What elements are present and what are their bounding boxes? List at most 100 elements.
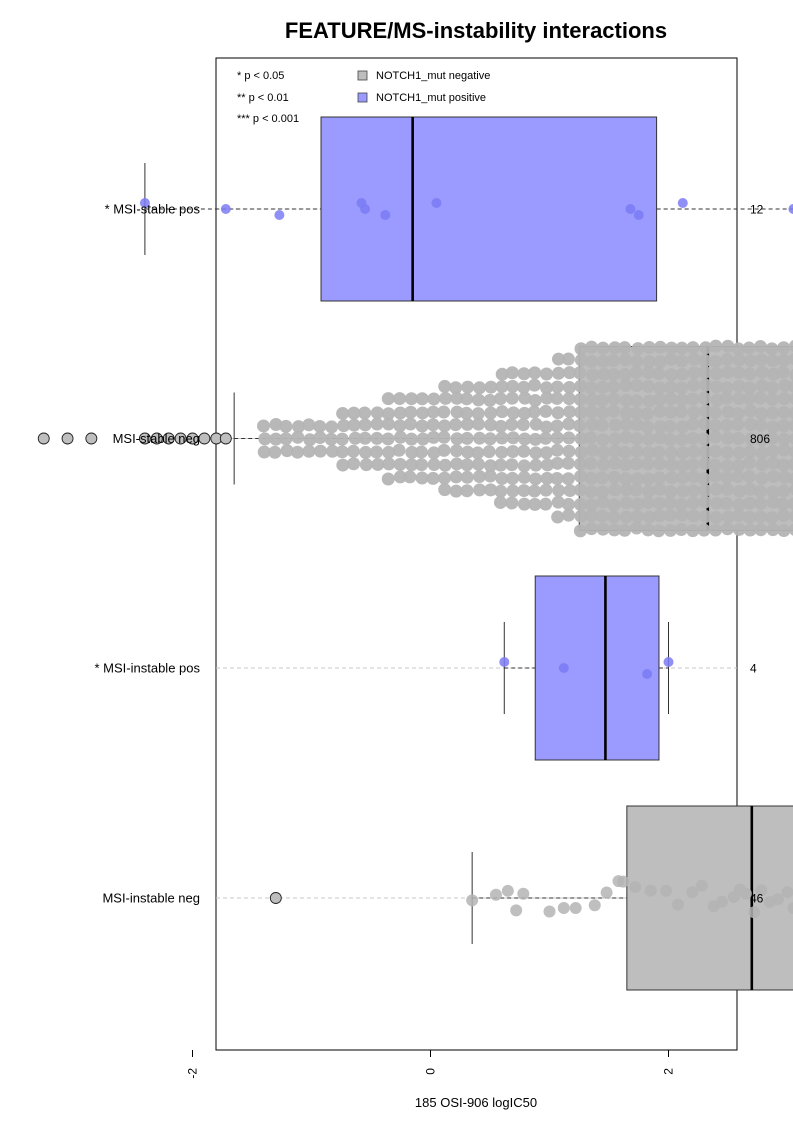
data-point	[427, 430, 441, 444]
box-2	[534, 575, 660, 761]
data-point	[393, 392, 407, 406]
chart-title: FEATURE/MS-instability interactions	[285, 18, 667, 43]
data-point	[517, 367, 531, 381]
data-point	[291, 445, 305, 459]
data-point	[686, 524, 700, 538]
data-point	[584, 431, 598, 445]
data-point-3-16	[686, 886, 699, 899]
data-point	[528, 497, 542, 511]
data-point	[720, 471, 734, 485]
data-point	[552, 352, 566, 366]
data-point	[608, 432, 622, 446]
data-point	[664, 352, 678, 366]
data-point	[777, 458, 791, 472]
data-point	[753, 484, 767, 498]
data-point	[698, 483, 712, 497]
data-point	[550, 419, 564, 433]
data-point	[393, 470, 407, 484]
data-point	[426, 405, 440, 419]
sample-count-2: 4	[750, 662, 757, 676]
data-point	[731, 418, 745, 432]
data-point	[269, 418, 283, 432]
data-point	[529, 458, 543, 472]
data-point	[563, 405, 577, 419]
data-point	[585, 522, 599, 536]
data-point	[494, 419, 508, 433]
data-point	[381, 472, 395, 486]
data-point	[347, 457, 361, 471]
data-point-0-6	[431, 198, 442, 208]
data-point	[393, 430, 407, 444]
data-point	[777, 443, 791, 457]
data-point	[618, 341, 632, 355]
data-point	[562, 431, 576, 445]
data-point	[358, 418, 372, 432]
data-point	[744, 404, 758, 418]
data-point	[732, 353, 746, 367]
data-point	[708, 430, 722, 444]
data-point	[586, 368, 600, 382]
data-point	[472, 470, 486, 484]
outlier-point-1-10	[219, 432, 232, 445]
data-point	[630, 521, 644, 535]
data-point	[742, 341, 756, 355]
data-point	[652, 471, 666, 485]
sample-count-1: 806	[750, 432, 770, 446]
data-point	[686, 484, 700, 498]
data-point	[596, 495, 610, 509]
data-point	[653, 381, 667, 395]
data-point	[438, 419, 452, 433]
sample-count-0: 12	[750, 203, 764, 217]
data-point	[607, 523, 621, 537]
data-point	[606, 368, 620, 382]
data-point	[652, 367, 666, 381]
data-point	[573, 524, 587, 538]
data-point	[699, 404, 713, 418]
sample-count-3: 46	[750, 892, 764, 906]
data-point	[665, 341, 679, 355]
data-point	[472, 417, 486, 431]
data-point	[653, 340, 667, 354]
data-point	[755, 433, 769, 447]
data-point	[631, 497, 645, 511]
data-point	[653, 420, 667, 434]
data-point	[562, 380, 576, 394]
data-point	[484, 380, 498, 394]
data-point	[608, 444, 622, 458]
data-point	[608, 456, 622, 470]
data-point	[518, 432, 532, 446]
data-point	[495, 445, 509, 459]
category-label-2: * MSI-instable pos	[95, 661, 201, 676]
data-point	[709, 523, 723, 537]
data-point	[279, 419, 293, 433]
data-point	[618, 523, 632, 537]
data-point	[585, 498, 599, 512]
data-point	[506, 431, 520, 445]
data-point	[675, 393, 689, 407]
data-point	[686, 341, 700, 355]
data-point	[755, 407, 769, 421]
data-point	[788, 445, 793, 458]
data-point	[708, 469, 722, 483]
data-point	[335, 445, 349, 459]
legend-label-positive: NOTCH1_mut positive	[376, 92, 486, 104]
data-point	[630, 418, 644, 432]
data-point	[324, 432, 338, 446]
data-point	[608, 341, 622, 355]
data-point	[382, 457, 396, 471]
data-point	[720, 418, 734, 432]
data-point	[619, 379, 633, 393]
legend-swatch-positive	[357, 92, 368, 103]
data-point	[675, 508, 689, 522]
data-point	[574, 342, 588, 356]
boxes	[144, 116, 793, 991]
data-point	[483, 432, 497, 446]
data-point	[765, 381, 779, 395]
data-point	[789, 483, 793, 496]
data-point	[268, 445, 282, 459]
data-point	[438, 379, 452, 393]
data-point	[630, 444, 644, 458]
data-point	[574, 432, 588, 446]
data-point	[427, 458, 441, 472]
data-point	[348, 431, 362, 445]
